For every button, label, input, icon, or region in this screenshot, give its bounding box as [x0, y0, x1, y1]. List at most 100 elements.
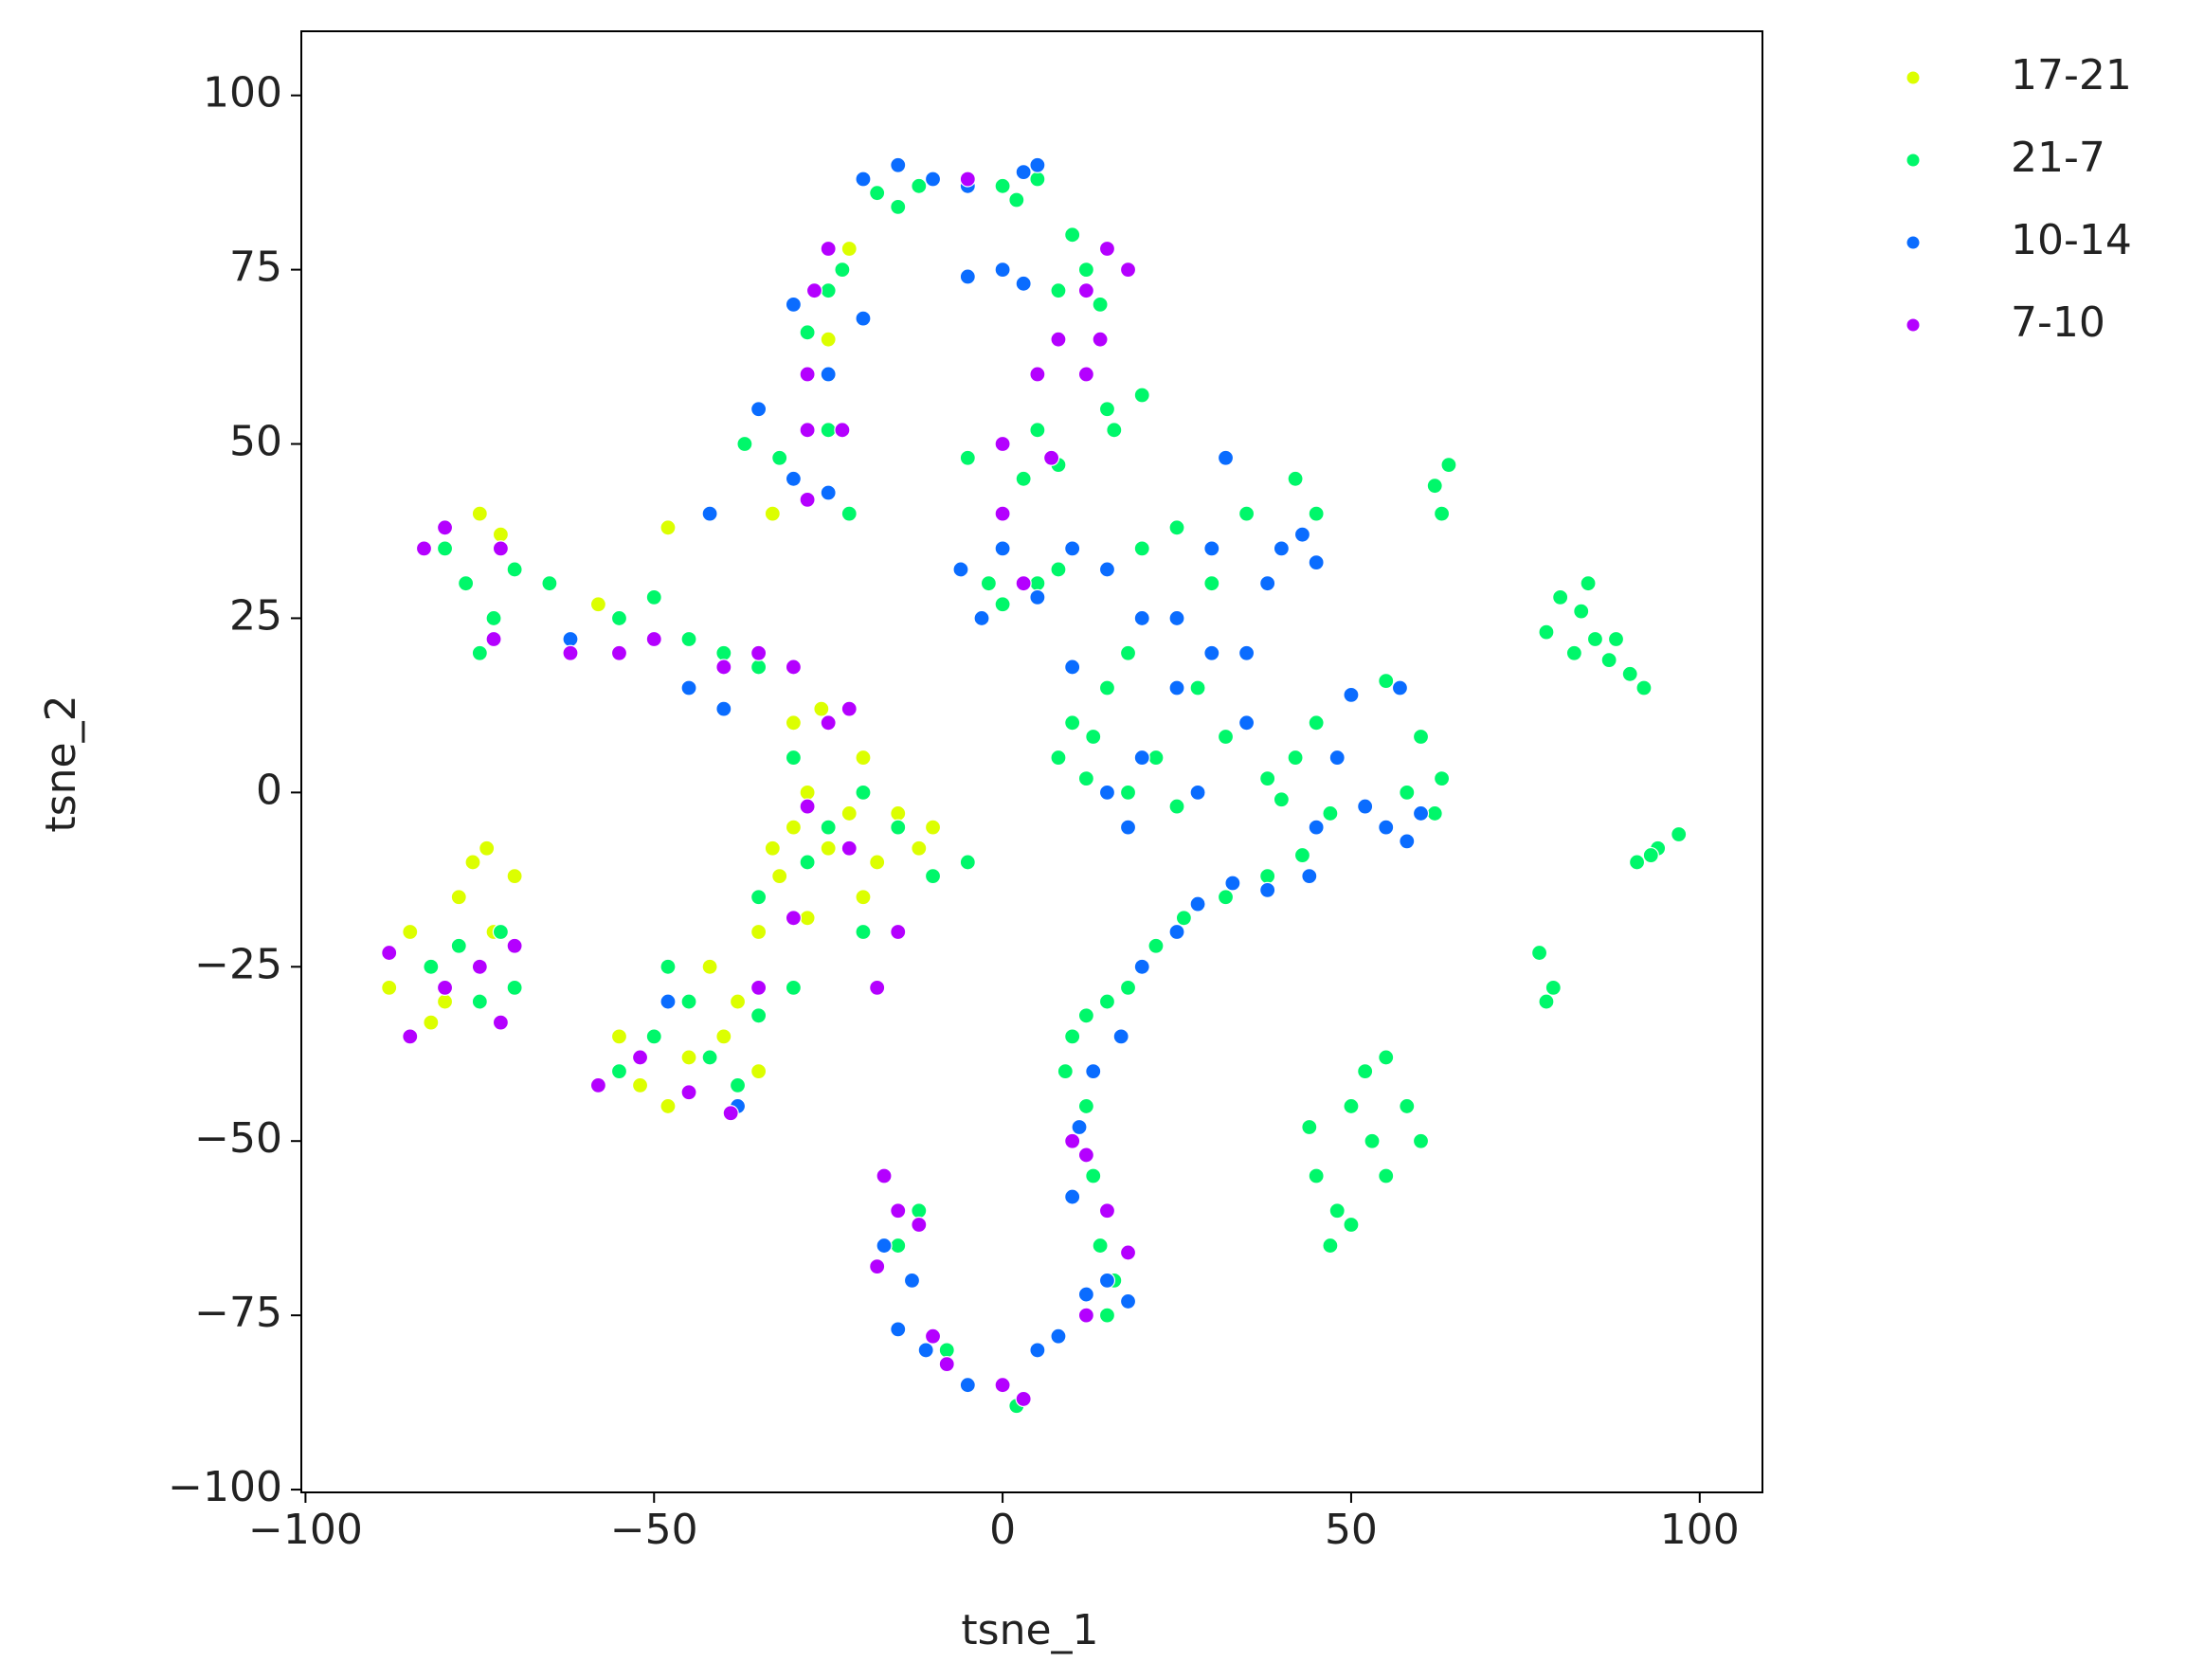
point: [1098, 784, 1116, 801]
point: [855, 923, 872, 941]
point: [820, 714, 837, 732]
point: [659, 993, 677, 1010]
point: [659, 1097, 677, 1115]
point: [1077, 1097, 1094, 1115]
point: [1217, 889, 1235, 906]
point: [1119, 979, 1137, 996]
point: [785, 979, 802, 996]
point: [1635, 679, 1653, 696]
point: [1621, 665, 1638, 682]
point: [785, 819, 802, 836]
x-tick-label: −50: [610, 1506, 698, 1554]
point: [715, 1028, 732, 1045]
point: [464, 854, 481, 871]
point: [1287, 470, 1304, 487]
point: [1378, 1049, 1395, 1066]
point: [680, 630, 697, 648]
point: [750, 1063, 768, 1080]
point: [1098, 401, 1116, 418]
point: [1433, 505, 1451, 522]
point: [876, 1167, 893, 1184]
point: [1147, 937, 1165, 954]
point: [402, 1028, 419, 1045]
point: [1217, 449, 1235, 466]
point: [1064, 226, 1081, 244]
point: [645, 1028, 662, 1045]
point: [855, 889, 872, 906]
point: [722, 1105, 739, 1122]
point: [1077, 366, 1094, 383]
point: [834, 422, 851, 439]
point: [750, 644, 768, 661]
y-tick-label: −25: [194, 940, 282, 988]
point: [1029, 422, 1046, 439]
point: [785, 714, 802, 732]
point: [1399, 784, 1416, 801]
point: [1098, 1307, 1116, 1324]
point: [659, 958, 677, 975]
point: [799, 854, 816, 871]
point: [1399, 833, 1416, 850]
y-tick-label: −75: [194, 1289, 282, 1337]
point: [924, 819, 942, 836]
point: [680, 993, 697, 1010]
point: [471, 644, 488, 661]
point: [610, 609, 628, 627]
point: [750, 889, 768, 906]
point: [562, 644, 579, 661]
point: [680, 1049, 697, 1066]
point: [911, 177, 928, 194]
point: [750, 923, 768, 941]
point: [890, 1202, 907, 1219]
point: [1628, 854, 1646, 871]
point: [1412, 804, 1430, 822]
point: [1343, 1216, 1360, 1234]
point: [1308, 505, 1325, 522]
point: [1273, 791, 1290, 808]
point: [1168, 679, 1185, 696]
point: [715, 700, 732, 717]
point: [631, 1076, 649, 1093]
point: [1077, 282, 1094, 299]
point: [1203, 540, 1220, 557]
point: [820, 366, 837, 383]
point: [436, 979, 454, 996]
point: [1391, 679, 1409, 696]
point: [415, 540, 433, 557]
point: [1119, 1244, 1137, 1261]
point: [610, 644, 628, 661]
point: [799, 798, 816, 815]
point: [785, 296, 802, 313]
point: [1412, 728, 1430, 746]
point: [938, 1342, 955, 1359]
point: [1098, 679, 1116, 696]
point: [1328, 749, 1346, 767]
y-axis-label: tsne_2: [37, 695, 85, 832]
point: [1343, 1097, 1360, 1115]
point: [994, 262, 1011, 279]
point: [381, 979, 398, 996]
point: [1259, 881, 1276, 898]
point: [450, 889, 467, 906]
point: [890, 1237, 907, 1255]
point: [1050, 749, 1067, 767]
point: [1029, 1342, 1046, 1359]
point: [1029, 575, 1046, 592]
point: [1238, 505, 1256, 522]
point: [1071, 1118, 1088, 1136]
point: [764, 840, 781, 857]
point: [1565, 644, 1582, 661]
point: [959, 171, 976, 188]
x-tick-label: −100: [248, 1506, 363, 1554]
point: [890, 819, 907, 836]
point: [1119, 819, 1137, 836]
point: [1168, 798, 1185, 815]
point: [1050, 1328, 1067, 1345]
point: [994, 540, 1011, 557]
point: [890, 156, 907, 173]
legend-label: 17-21: [2011, 51, 2132, 99]
point: [799, 784, 816, 801]
point: [1433, 770, 1451, 787]
point: [1064, 714, 1081, 732]
